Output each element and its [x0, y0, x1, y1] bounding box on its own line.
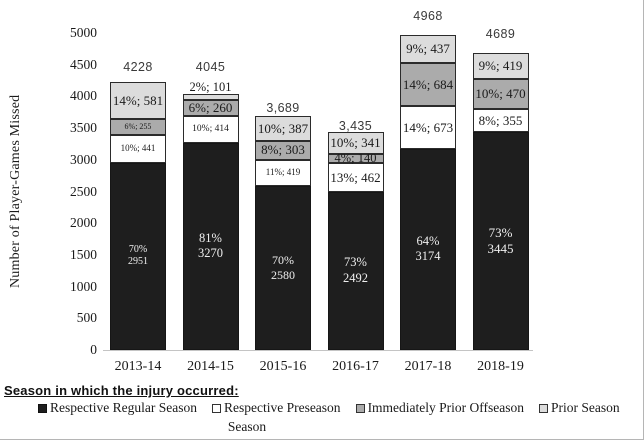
- x-tick-label: 2016-17: [332, 359, 379, 374]
- y-tick-label: 0: [90, 342, 97, 357]
- bar-segment-offseason: 10%; 470: [472, 79, 529, 110]
- x-tick-label: 2013-14: [114, 359, 162, 374]
- legend-swatch-preseason: [211, 403, 221, 413]
- x-tick-label: 2018-19: [477, 359, 524, 374]
- legend-item-offseason: Immediately Prior Offseason: [355, 400, 525, 416]
- x-tick-label: 2017-18: [404, 359, 452, 374]
- legend-label: Immediately Prior Offseason: [367, 400, 525, 415]
- legend-swatch-regular: [38, 403, 47, 413]
- segment-label: 73% 3445: [487, 224, 514, 256]
- bar-segment-preseason: 10%; 441: [110, 134, 166, 163]
- legend-swatch-prior: [539, 403, 549, 413]
- segment-label: 10%; 341: [330, 135, 381, 151]
- segment-label: 14%; 581: [112, 92, 164, 108]
- bar-segment-offseason: 6%; 255: [110, 118, 166, 135]
- bar-segment-preseason: 13%; 462: [327, 162, 384, 192]
- legend-item-preseason: Respective Preseason: [211, 400, 341, 416]
- legend-swatch-offseason: [355, 403, 365, 413]
- segment-label: 10%; 441: [120, 143, 156, 154]
- segment-label: 11%; 419: [265, 167, 301, 178]
- legend-title: Season in which the injury occurred:: [4, 383, 239, 398]
- y-tick-label: 4500: [70, 56, 97, 72]
- segment-label: 8%; 355: [478, 112, 523, 128]
- legend-label: Prior Season: [551, 400, 620, 415]
- segment-label: 4%; 140: [334, 150, 377, 165]
- legend-item-prior: Prior Season: [539, 400, 620, 416]
- bar-segment-regular: 70% 2951: [110, 162, 166, 350]
- bar-segment-prior: [182, 93, 239, 100]
- bar-segment-offseason: 8%; 303: [255, 140, 311, 160]
- bar-segment-regular: 64% 3174: [400, 148, 456, 350]
- bar-segment-preseason: 14%; 673: [400, 106, 456, 149]
- bar-segment-prior: 9%; 419: [472, 52, 529, 80]
- segment-label: 14%; 684: [402, 76, 454, 92]
- bar-total-label: 3,435: [338, 119, 373, 134]
- segment-label: 9%; 437: [406, 41, 450, 57]
- segment-label: 10%; 414: [192, 123, 229, 134]
- bar-segment-preseason: 8%; 355: [472, 109, 529, 132]
- segment-label: 10%; 387: [257, 120, 309, 136]
- bar-segment-regular: 81% 3270: [182, 142, 239, 350]
- segment-label: 14%; 673: [402, 119, 454, 135]
- y-tick-label: 1500: [70, 246, 97, 262]
- segment-label: 81% 3270: [198, 230, 223, 261]
- bar-segment-prior: 10%; 387: [255, 116, 311, 141]
- y-tick-label: 3000: [70, 151, 97, 167]
- segment-label: 9%; 419: [478, 58, 523, 74]
- bar-segment-prior: 10%; 341: [327, 132, 384, 154]
- segment-label: 64% 3174: [415, 233, 441, 264]
- segment-label-outside: 2%; 101: [189, 80, 232, 95]
- bar-segment-regular: 73% 2492: [327, 192, 384, 350]
- bar-total-label: 4968: [413, 9, 443, 24]
- legend-label: Respective Regular Season: [50, 400, 197, 415]
- legend-item-regular: Respective Regular Season: [38, 400, 197, 416]
- y-tick-label: 2500: [70, 183, 97, 199]
- bar-segment-prior: 9%; 437: [400, 35, 456, 63]
- bar-segment-preseason: 10%; 414: [182, 116, 239, 143]
- bar-segment-offseason: 4%; 140: [327, 150, 384, 165]
- segment-label: 6%; 260: [188, 100, 233, 116]
- segment-label: 8%; 303: [261, 142, 305, 158]
- segment-label: 70% 2951: [128, 243, 148, 268]
- bar-segment-preseason: 11%; 419: [255, 159, 311, 187]
- bar-segment-regular: 70% 2580: [255, 186, 311, 350]
- y-axis-title: Number of Player-Games Missed: [8, 94, 23, 288]
- y-tick-label: 3500: [70, 120, 97, 136]
- y-tick-label: 2000: [70, 215, 97, 231]
- bar-segment-offseason: 14%; 684: [400, 62, 456, 107]
- x-tick-label: 2015-16: [259, 359, 307, 374]
- bar-total-label: 4045: [195, 60, 226, 75]
- legend: Respective Regular Season Respective Pres…: [38, 400, 638, 416]
- bar-total-label: 3,689: [266, 101, 300, 116]
- y-tick-label: 1000: [70, 278, 97, 294]
- segment-label: 6%; 255: [124, 121, 152, 131]
- x-axis-line: [103, 350, 533, 351]
- segment-label: 70% 2580: [271, 253, 295, 283]
- segment-label: 13%; 462: [330, 169, 381, 185]
- segment-label: 10%; 470: [475, 86, 526, 102]
- legend-label: Respective Preseason: [223, 400, 341, 415]
- bar-total-label: 4228: [123, 59, 153, 74]
- y-tick-label: 4000: [70, 88, 97, 104]
- legend-wrapped-text: Season: [227, 419, 267, 434]
- bar-segment-prior: 14%; 581: [110, 81, 166, 119]
- y-tick-label: 500: [76, 310, 97, 326]
- bar-segment-regular: 73% 3445: [472, 131, 529, 350]
- y-tick-label: 5000: [70, 25, 97, 40]
- bar-total-label: 4689: [485, 26, 516, 41]
- x-tick-label: 2014-15: [187, 359, 234, 374]
- bar-segment-offseason: 6%; 260: [182, 99, 239, 117]
- segment-label: 73% 2492: [343, 255, 368, 285]
